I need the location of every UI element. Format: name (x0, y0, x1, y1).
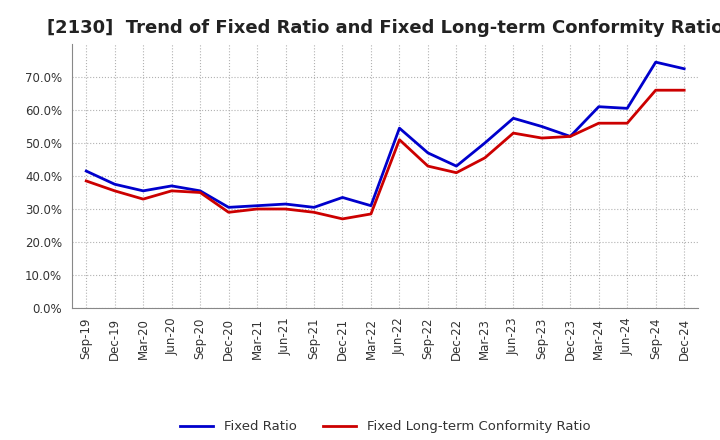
Fixed Long-term Conformity Ratio (139, 196, 148, 202)
Fixed Long-term Conformity Ratio (310, 210, 318, 215)
Fixed Long-term Conformity Ratio (537, 136, 546, 141)
Legend: Fixed Ratio, Fixed Long-term Conformity Ratio: Fixed Ratio, Fixed Long-term Conformity … (175, 415, 595, 439)
Fixed Ratio (595, 104, 603, 109)
Fixed Long-term Conformity Ratio (480, 155, 489, 161)
Fixed Long-term Conformity Ratio (509, 130, 518, 136)
Fixed Ratio (82, 169, 91, 174)
Fixed Long-term Conformity Ratio (110, 188, 119, 194)
Fixed Long-term Conformity Ratio (167, 188, 176, 194)
Line: Fixed Long-term Conformity Ratio: Fixed Long-term Conformity Ratio (86, 90, 684, 219)
Fixed Long-term Conformity Ratio (566, 134, 575, 139)
Fixed Ratio (110, 182, 119, 187)
Fixed Long-term Conformity Ratio (623, 121, 631, 126)
Fixed Ratio (566, 134, 575, 139)
Fixed Ratio (395, 125, 404, 131)
Fixed Ratio (423, 150, 432, 156)
Fixed Long-term Conformity Ratio (366, 211, 375, 216)
Fixed Long-term Conformity Ratio (595, 121, 603, 126)
Fixed Ratio (282, 202, 290, 207)
Fixed Long-term Conformity Ratio (253, 206, 261, 212)
Fixed Ratio (509, 116, 518, 121)
Fixed Long-term Conformity Ratio (423, 163, 432, 169)
Fixed Ratio (225, 205, 233, 210)
Fixed Ratio (310, 205, 318, 210)
Fixed Ratio (338, 195, 347, 200)
Fixed Ratio (623, 106, 631, 111)
Fixed Ratio (452, 163, 461, 169)
Fixed Long-term Conformity Ratio (338, 216, 347, 221)
Fixed Ratio (196, 188, 204, 194)
Fixed Long-term Conformity Ratio (82, 178, 91, 183)
Fixed Ratio (253, 203, 261, 209)
Line: Fixed Ratio: Fixed Ratio (86, 62, 684, 207)
Fixed Long-term Conformity Ratio (225, 210, 233, 215)
Fixed Ratio (680, 66, 688, 71)
Fixed Ratio (537, 124, 546, 129)
Fixed Ratio (139, 188, 148, 194)
Fixed Ratio (480, 140, 489, 146)
Fixed Long-term Conformity Ratio (452, 170, 461, 175)
Fixed Long-term Conformity Ratio (196, 190, 204, 195)
Fixed Long-term Conformity Ratio (652, 88, 660, 93)
Fixed Long-term Conformity Ratio (680, 88, 688, 93)
Fixed Long-term Conformity Ratio (395, 137, 404, 142)
Fixed Ratio (366, 203, 375, 209)
Fixed Ratio (167, 183, 176, 188)
Fixed Long-term Conformity Ratio (282, 206, 290, 212)
Fixed Ratio (652, 59, 660, 65)
Title: [2130]  Trend of Fixed Ratio and Fixed Long-term Conformity Ratio: [2130] Trend of Fixed Ratio and Fixed Lo… (47, 19, 720, 37)
